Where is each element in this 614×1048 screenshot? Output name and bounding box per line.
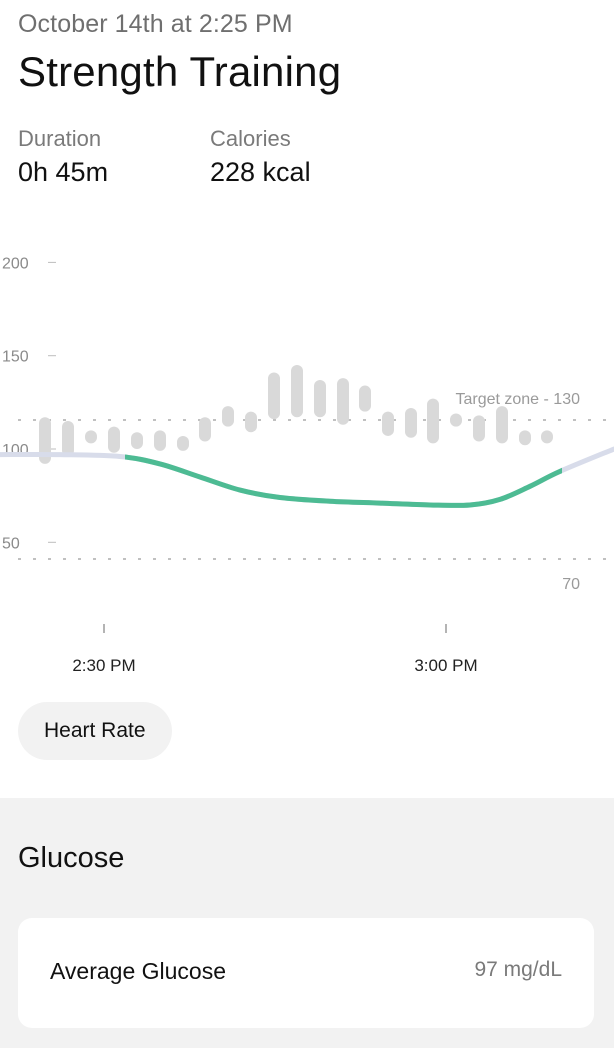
glucose-line bbox=[0, 446, 614, 508]
glucose-section: Glucose Average Glucose 97 mg/dL bbox=[0, 798, 614, 1048]
heart-rate-bars bbox=[39, 365, 553, 464]
heart-rate-bar bbox=[541, 430, 553, 444]
average-glucose-label: Average Glucose bbox=[50, 958, 227, 984]
workout-title: Strength Training bbox=[18, 48, 342, 95]
heart-rate-bar bbox=[427, 398, 439, 444]
heart-rate-bar bbox=[245, 411, 257, 433]
heart-rate-bar bbox=[85, 430, 97, 444]
x-tick-label: 2:30 PM bbox=[72, 656, 135, 675]
average-glucose-value: 97 mg/dL bbox=[474, 958, 562, 981]
duration-label: Duration bbox=[18, 126, 102, 151]
duration-value: 0h 45m bbox=[18, 157, 109, 187]
glucose-line-outside bbox=[0, 446, 614, 508]
target-zone-upper-label: Target zone - 130 bbox=[455, 391, 580, 408]
calories-value: 228 kcal bbox=[210, 157, 311, 187]
heart-rate-bar bbox=[496, 406, 508, 444]
heart-rate-bar bbox=[268, 372, 280, 420]
heart-rate-bar bbox=[359, 385, 371, 412]
glucose-line-session bbox=[125, 454, 562, 508]
heart-rate-bar bbox=[337, 378, 349, 425]
heart-rate-bar bbox=[291, 365, 303, 418]
heart-rate-bar bbox=[314, 379, 326, 418]
heart-rate-bar bbox=[108, 426, 120, 453]
y-tick-label: 150 bbox=[2, 349, 29, 366]
average-glucose-card[interactable]: Average Glucose 97 mg/dL bbox=[18, 918, 594, 1028]
heart-rate-bar bbox=[222, 406, 234, 427]
heart-rate-bar bbox=[199, 417, 211, 442]
workout-datetime: October 14th at 2:25 PM bbox=[18, 10, 293, 38]
heart-rate-bar bbox=[131, 432, 143, 449]
x-tick-label: 3:00 PM bbox=[414, 656, 477, 675]
heart-rate-bar bbox=[177, 435, 189, 451]
heart-rate-bar bbox=[519, 430, 531, 446]
y-tick-label: 50 bbox=[2, 535, 20, 552]
heart-rate-bar bbox=[62, 421, 74, 457]
target-zone-lower-label: 70 bbox=[562, 576, 580, 593]
x-axis: 2:30 PM 3:00 PM bbox=[72, 624, 478, 675]
y-tick-label: 200 bbox=[2, 255, 29, 272]
target-zone: Target zone - 130 70 bbox=[18, 391, 614, 593]
workout-detail-top: October 14th at 2:25 PM Strength Trainin… bbox=[0, 10, 614, 760]
heart-rate-bar bbox=[154, 430, 166, 451]
heart-rate-bar bbox=[473, 415, 485, 442]
heart-rate-bar bbox=[450, 413, 462, 427]
calories-label: Calories bbox=[210, 126, 291, 151]
heart-rate-bar bbox=[382, 411, 394, 436]
heart-rate-toggle-button[interactable]: Heart Rate bbox=[18, 702, 172, 760]
heart-rate-bar bbox=[405, 407, 417, 438]
glucose-section-title: Glucose bbox=[18, 842, 125, 874]
